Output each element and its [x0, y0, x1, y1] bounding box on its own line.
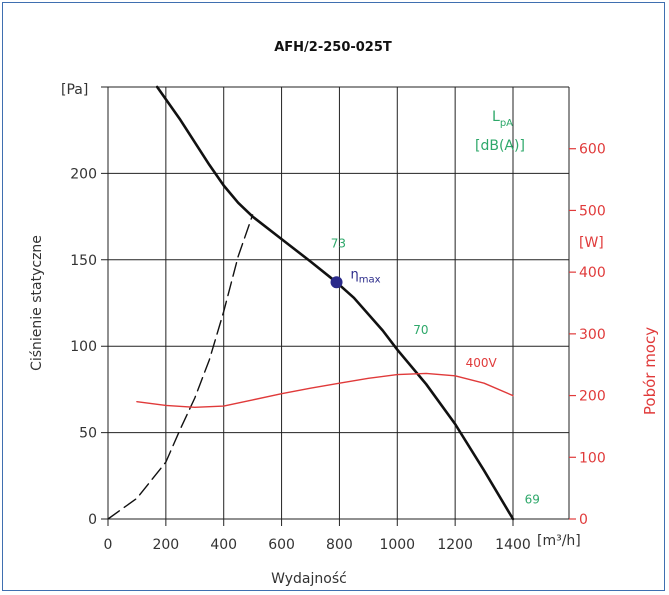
- efficiency-label-sub: max: [359, 274, 381, 285]
- efficiency-label: ηmax: [351, 267, 381, 285]
- grid: [101, 86, 576, 526]
- y-tick-label: 0: [88, 512, 97, 528]
- svg-text:LpA: LpA: [492, 109, 513, 129]
- x-axis-title: Wydajność: [271, 571, 347, 587]
- x-tick-label: 1200: [437, 537, 473, 553]
- sound-level-label: 73: [331, 237, 346, 251]
- efficiency-point: [330, 276, 343, 289]
- power-curve-label: 400V: [466, 356, 498, 370]
- x-tick-label: 1000: [379, 537, 415, 553]
- sound-legend-sub: pA: [500, 118, 513, 129]
- y2-tick-label: 600: [579, 142, 606, 158]
- y2-tick-label: 500: [579, 203, 606, 219]
- y2-axis-title: Pobór mocy: [641, 327, 659, 415]
- y-tick-label: 100: [70, 339, 97, 355]
- y2-tick-label: 200: [579, 389, 606, 405]
- y-tick-label: 50: [79, 426, 97, 442]
- x-tick-label: 800: [326, 537, 353, 553]
- sound-legend: LpA [dB(A)]: [475, 109, 525, 154]
- y2-tick-label: 0: [579, 512, 588, 528]
- curves: ηmax 73 70 69 400V: [107, 85, 540, 521]
- efficiency-label-symbol: η: [351, 267, 359, 282]
- system-curve: [107, 214, 254, 520]
- y2-tick-label: 300: [579, 327, 606, 343]
- x-tick-label: 200: [152, 537, 179, 553]
- y-tick-label: 200: [70, 166, 97, 182]
- y-tick-label: 150: [70, 253, 97, 269]
- sound-legend-label: L: [492, 109, 500, 125]
- sound-legend-unit: [dB(A)]: [475, 138, 525, 154]
- y-axis-title: Ciśnienie statyczne: [29, 235, 45, 371]
- y2-tick-label: 400: [579, 265, 606, 281]
- y2-unit-label: [W]: [579, 235, 604, 251]
- x-tick-label: 400: [210, 537, 237, 553]
- y2-tick-label: 100: [579, 450, 606, 466]
- power-curve: [136, 372, 514, 408]
- tick-labels: 0 200 400 600 800 1000 1200 1400 0 50 100 150 200 0 10…: [70, 142, 605, 553]
- fan-performance-chart: AFH/2-250-025T 0 200 400 600 800 1000 1200 1400…: [29, 40, 659, 587]
- sound-level-label: 70: [413, 323, 428, 337]
- pressure-curve: [155, 85, 515, 521]
- x-tick-label: 0: [104, 537, 113, 553]
- sound-level-label: 69: [525, 492, 540, 506]
- x-tick-label: 1400: [495, 537, 531, 553]
- chart-title: AFH/2-250-025T: [274, 40, 392, 55]
- x-tick-label: 600: [268, 537, 295, 553]
- x-unit-label: [m³/h]: [537, 533, 581, 549]
- y-unit-label: [Pa]: [61, 82, 88, 98]
